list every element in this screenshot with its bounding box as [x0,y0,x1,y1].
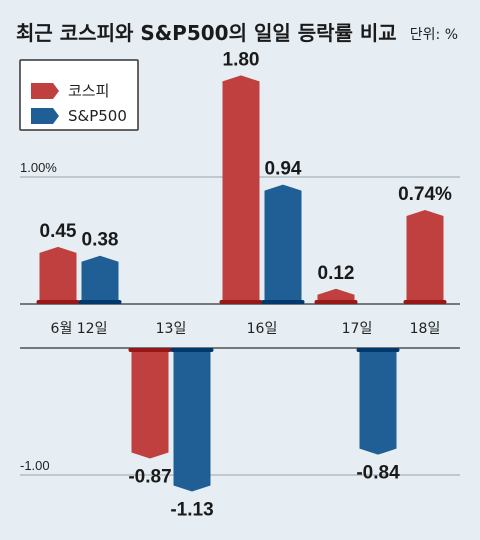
bar-base-sp500-0 [78,300,122,304]
category-label: 13일 [156,321,187,337]
bar-base-kospi-1 [128,348,172,352]
bar-kospi-0 [39,246,77,304]
category-label: 16일 [247,321,278,337]
value-label-kospi-3: 0.12 [318,263,355,284]
legend: 코스피 S&P500 [19,59,139,131]
bar-sp500-2 [264,184,302,304]
bars [36,75,447,492]
value-label-kospi-2: 1.80 [223,49,260,70]
category-labels: 6월 12일 13일 16일 17일 18일 [51,321,441,337]
legend-swatch [31,108,59,124]
bar-kospi-1 [131,348,169,459]
bar-sp500-0 [81,255,119,304]
legend-label: 코스피 [68,82,109,100]
category-label: 17일 [342,321,373,337]
bar-kospi-4 [406,210,444,304]
legend-label: S&P500 [68,107,127,125]
legend-swatch [31,83,59,99]
y-tick-label: 1.00% [20,160,57,175]
unit-label: 단위: % [410,27,458,43]
category-label: 6월 12일 [51,321,108,337]
value-label-sp500-1: -1.13 [170,500,213,521]
value-labels: 0.45 -0.87 1.80 0.12 0.74% 0.38 -1.13 0.94 -0.84 [40,49,453,520]
bar-sp500-3 [359,348,397,455]
bar-kospi-2 [222,75,260,305]
bar-base-kospi-0 [36,300,80,304]
y-tick-label: -1.00 [20,458,50,473]
bar-sp500-1 [173,348,211,492]
bar-base-sp500-3 [356,348,400,352]
value-label-kospi-4: 0.74% [398,184,452,205]
value-label-sp500-2: 0.94 [265,159,302,180]
chart-title: 최근 코스피와 S&P500의 일일 등락률 비교 [16,21,397,45]
category-label: 18일 [410,321,441,337]
value-label-sp500-0: 0.38 [82,230,119,251]
bar-base-kospi-4 [403,300,447,304]
bar-base-sp500-1 [170,348,214,352]
bar-base-kospi-2 [219,300,263,304]
bar-base-kospi-3 [314,300,358,304]
value-label-kospi-1: -0.87 [128,466,171,487]
value-label-kospi-0: 0.45 [40,221,77,242]
value-label-sp500-3: -0.84 [356,463,400,484]
bar-base-sp500-2 [261,300,305,304]
